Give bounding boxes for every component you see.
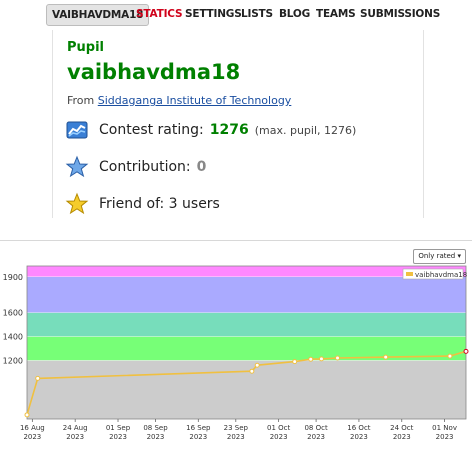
x-tick-year-6: 2023 — [270, 433, 288, 441]
nav-handle-button[interactable]: VAIBHAVDMA18 — [46, 4, 150, 26]
user-handle: vaibhavdma18 — [67, 60, 241, 84]
nav-lists[interactable]: LISTS — [241, 8, 273, 20]
max-rating: (max. pupil, 1276) — [254, 123, 357, 137]
x-tick-year-10: 2023 — [436, 433, 454, 441]
data-point-1 — [35, 375, 41, 381]
legend-label: vaibhavdma18 — [415, 271, 467, 279]
from-label: From — [67, 94, 95, 107]
data-point-5 — [308, 356, 314, 362]
x-tick-label-7: 08 Oct — [304, 424, 327, 432]
nav-submissions[interactable]: SUBMISSIONS — [360, 8, 441, 20]
rating-band-3 — [27, 276, 466, 313]
rating-graph-panel: Only rated ▾ 1200 1400 1600 1900 16 Aug 2023 2… — [0, 240, 472, 467]
x-tick-label-1: 24 Aug — [63, 424, 88, 432]
x-tick-year-4: 2023 — [189, 433, 207, 441]
contribution-row: Contribution: 0 — [65, 155, 206, 179]
x-tick-year-3: 2023 — [147, 433, 165, 441]
x-tick-year-8: 2023 — [350, 433, 368, 441]
x-tick-label-2: 01 Sep — [106, 424, 131, 432]
contest-rating-row: Contest rating: 1276 (max. pupil, 1276) — [65, 118, 356, 142]
friends-row: Friend of: 3 users — [65, 192, 220, 216]
data-point-10 — [463, 348, 469, 354]
x-tick-label-6: 01 Oct — [267, 424, 290, 432]
rating-band-1 — [27, 336, 466, 361]
data-point-0 — [24, 412, 30, 418]
gold-star-icon — [65, 192, 89, 215]
x-tick-year-2: 2023 — [109, 433, 127, 441]
rating-chart-icon — [66, 121, 88, 139]
y-tick-label-3: 1900 — [3, 273, 23, 282]
top-navigation: VAIBHAVDMA18 STATICS SETTINGS LISTS BLOG… — [0, 0, 474, 30]
data-point-8 — [383, 354, 389, 360]
friend-of-label: Friend of: 3 users — [99, 196, 220, 212]
contribution-value: 0 — [196, 159, 207, 175]
x-tick-label-0: 16 Aug — [20, 424, 45, 432]
x-tick-label-5: 23 Sep — [224, 424, 249, 432]
contribution-label: Contribution: — [99, 159, 191, 175]
x-tick-year-9: 2023 — [393, 433, 411, 441]
user-rank: Pupil — [67, 40, 105, 55]
y-tick-label-2: 1600 — [3, 309, 23, 318]
nav-blog[interactable]: BLOG — [279, 8, 311, 20]
organization-link[interactable]: Siddaganga Institute of Technology — [97, 94, 292, 107]
contest-rating-label: Contest rating: — [99, 122, 204, 138]
nav-settings[interactable]: SETTINGS — [185, 8, 242, 20]
y-tick-label-1: 1400 — [3, 333, 23, 342]
x-tick-year-1: 2023 — [66, 433, 84, 441]
profile-card: Pupil vaibhavdma18 From Siddaganga Insti… — [52, 30, 424, 218]
nav-statics[interactable]: STATICS — [136, 8, 183, 20]
organization-line: From Siddaganga Institute of Technology — [67, 94, 291, 107]
data-point-9 — [447, 353, 453, 359]
rating-band-0 — [27, 360, 466, 419]
x-tick-label-10: 01 Nov — [432, 424, 457, 432]
rating-band-2 — [27, 312, 466, 337]
x-tick-year-0: 2023 — [23, 433, 41, 441]
only-rated-select[interactable]: Only rated ▾ — [413, 249, 466, 264]
nav-bar: VAIBHAVDMA18 — [46, 0, 150, 30]
legend-box — [402, 268, 464, 280]
x-tick-label-8: 16 Oct — [347, 424, 370, 432]
data-point-6 — [318, 356, 324, 362]
data-point-4 — [292, 359, 298, 365]
x-tick-label-4: 16 Sep — [186, 424, 211, 432]
x-tick-year-5: 2023 — [227, 433, 245, 441]
data-point-3 — [254, 362, 260, 368]
x-tick-label-3: 08 Sep — [143, 424, 168, 432]
rating-band-4 — [27, 266, 466, 277]
y-tick-label-0: 1200 — [3, 356, 23, 365]
data-point-2 — [249, 368, 255, 374]
plot-frame — [26, 265, 467, 420]
data-point-7 — [335, 355, 341, 361]
x-tick-year-7: 2023 — [307, 433, 325, 441]
x-tick-label-9: 24 Oct — [390, 424, 413, 432]
legend-swatch — [406, 272, 413, 276]
contest-rating-value: 1276 — [209, 122, 249, 138]
nav-teams[interactable]: TEAMS — [316, 8, 356, 20]
blue-star-icon — [65, 155, 89, 178]
